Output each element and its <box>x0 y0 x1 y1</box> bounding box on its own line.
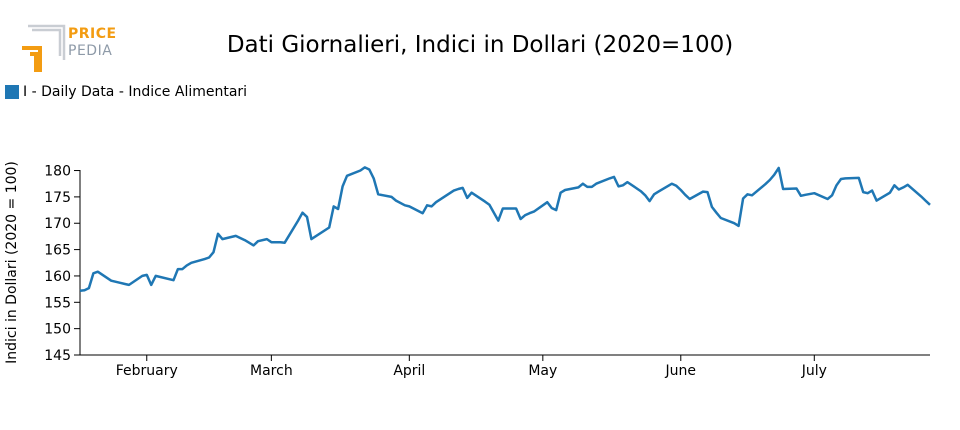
legend-label: I - Daily Data - Indice Alimentari <box>23 84 248 100</box>
x-tick-label: June <box>665 363 697 379</box>
y-tick-label: 160 <box>44 269 71 285</box>
logo-mark-icon <box>22 24 66 72</box>
x-tick-label: March <box>250 363 293 379</box>
x-axis: February March April May June July <box>80 354 930 379</box>
y-tick-label: 155 <box>44 295 71 311</box>
y-tick-label: 170 <box>44 216 71 232</box>
y-tick-label: 180 <box>44 164 71 180</box>
y-tick-label: 145 <box>44 348 71 364</box>
x-tick-label: May <box>528 363 557 379</box>
y-axis: 145 150 155 160 165 170 175 180 <box>44 164 81 364</box>
pricepedia-logo <box>18 22 128 74</box>
x-tick-label: February <box>116 363 178 379</box>
x-tick-label: July <box>801 363 827 379</box>
series-layer <box>79 166 931 292</box>
series-line-0 <box>79 166 931 292</box>
logo-text-price: PRICE <box>68 26 117 42</box>
y-axis-title: Indici in Dollari (2020 = 100) <box>4 161 20 364</box>
y-tick-label: 165 <box>44 243 71 259</box>
legend-swatch <box>5 85 19 99</box>
chart-title: Dati Giornalieri, Indici in Dollari (202… <box>226 32 734 58</box>
logo-text-pedia: PEDIA <box>68 43 113 59</box>
y-tick-label: 175 <box>44 190 71 206</box>
y-tick-label: 150 <box>44 322 71 338</box>
x-tick-label: April <box>393 363 425 379</box>
legend[interactable]: I - Daily Data - Indice Alimentari <box>5 84 247 100</box>
